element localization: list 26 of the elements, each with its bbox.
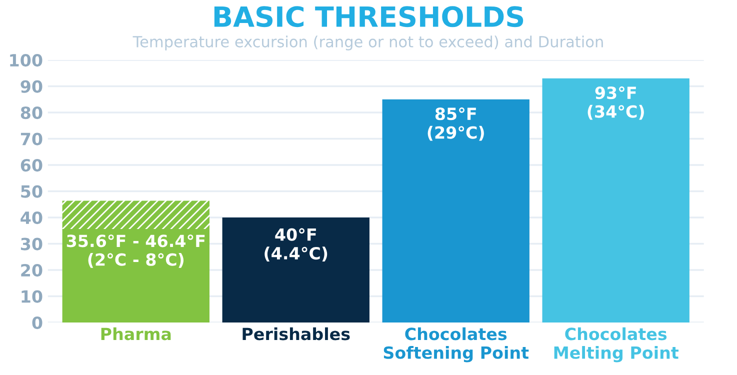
data-label: 35.6°F - 46.4°F (2°C - 8°C) <box>66 234 205 268</box>
chart-subtitle: Temperature excursion (range or not to exceed) and Duration <box>132 36 603 50</box>
chart-title: BASIC THRESHOLDS <box>214 6 524 28</box>
y-tick-label: 60 <box>20 158 42 172</box>
bar <box>62 200 210 230</box>
x-tick-label: Perishables <box>242 327 350 340</box>
data-label: 93°F (34°C) <box>588 86 644 120</box>
data-label: 85°F (29°C) <box>428 107 484 141</box>
x-tick-label: Chocolates Softening Point <box>384 327 529 362</box>
y-tick-label: 90 <box>20 80 42 93</box>
x-tick-label: Chocolates Melting Point <box>554 327 679 362</box>
bar <box>382 99 530 322</box>
y-tick-label: 10 <box>22 290 42 303</box>
data-label: 40°F (4.4°C) <box>264 228 328 262</box>
bar <box>62 229 210 322</box>
x-tick-label: Pharma <box>101 327 171 340</box>
bar <box>222 218 370 322</box>
y-tick-label: 80 <box>20 106 42 120</box>
y-tick-label: 30 <box>20 238 42 250</box>
y-tick-label: 40 <box>20 211 42 224</box>
y-tick-label: 20 <box>21 264 42 277</box>
bar <box>542 78 690 322</box>
y-tick-label: 100 <box>10 54 42 67</box>
y-tick-label: 50 <box>21 185 42 198</box>
y-tick-label: 0 <box>32 316 42 330</box>
y-tick-label: 70 <box>20 132 42 146</box>
